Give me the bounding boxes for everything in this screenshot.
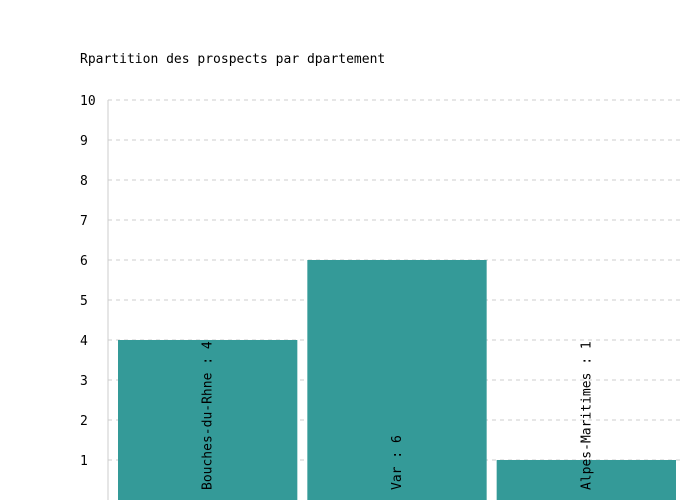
chart-title: Rpartition des prospects par dpartement (80, 52, 385, 67)
y-tick-label: 7 (80, 214, 88, 229)
bar-label: Var : 6 (390, 435, 405, 490)
bar (496, 460, 676, 500)
y-tick-label: 10 (80, 94, 96, 109)
y-axis-ticks: 1 2 3 4 5 6 7 8 9 10 (80, 94, 96, 469)
y-tick-label: 6 (80, 254, 88, 269)
y-tick-label: 5 (80, 294, 88, 309)
bar (307, 260, 487, 500)
y-tick-label: 1 (80, 454, 88, 469)
bar-labels: Bouches-du-Rhne : 4 Var : 6 Alpes-Maritime… (201, 341, 595, 490)
bar-label: Alpes-Maritimes : 1 (579, 341, 594, 490)
y-tick-label: 2 (80, 414, 88, 429)
y-tick-label: 8 (80, 174, 88, 189)
bar-label: Bouches-du-Rhne : 4 (201, 341, 216, 490)
y-tick-label: 3 (80, 374, 88, 389)
bars (118, 260, 676, 500)
bar (118, 340, 298, 500)
y-tick-label: 4 (80, 334, 88, 349)
y-tick-label: 9 (80, 134, 88, 149)
